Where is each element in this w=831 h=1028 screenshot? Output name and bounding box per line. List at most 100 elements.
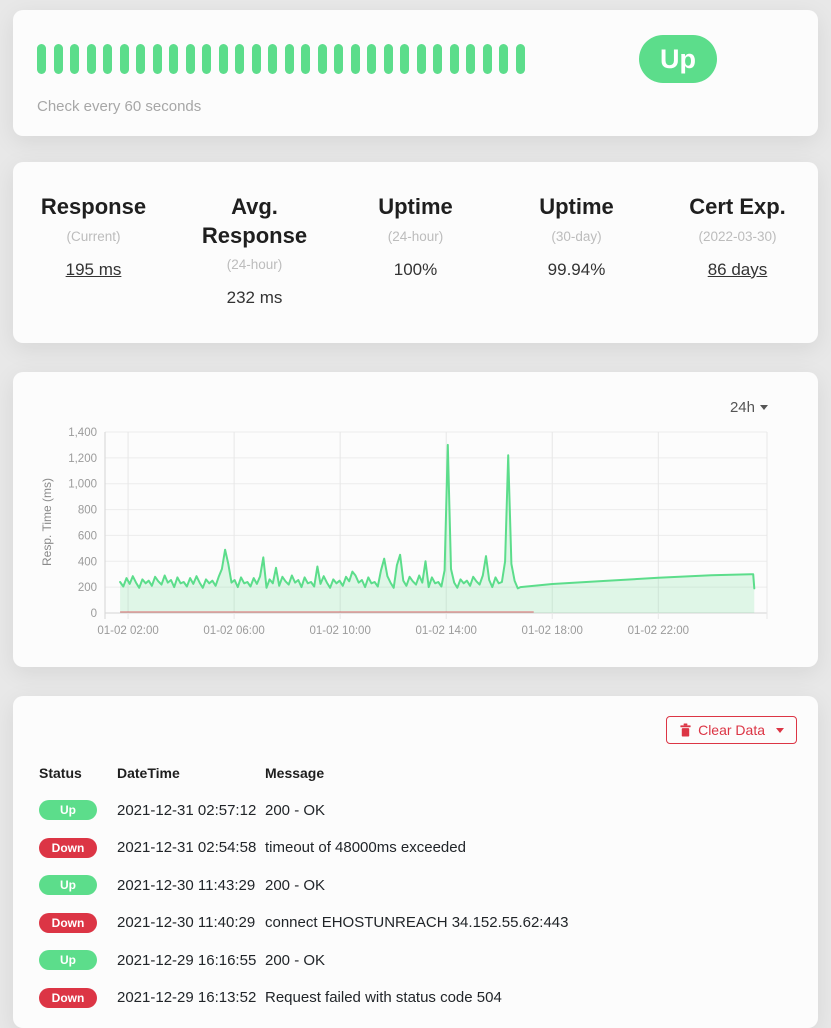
heartbeat-bar xyxy=(350,44,360,74)
event-datetime: 2021-12-30 11:40:29 xyxy=(117,914,256,932)
event-row: Up 2021-12-29 16:16:55 200 - OK xyxy=(39,942,792,980)
dropdown-caret-icon xyxy=(760,405,768,410)
status-badge: Up xyxy=(39,950,97,971)
events-card: Clear Data Status DateTime Message Up 202… xyxy=(13,696,818,1028)
y-tick-label: 600 xyxy=(78,530,97,542)
caret-down-icon xyxy=(776,727,784,733)
stat-avg-response: Avg. Response (24-hour) 232 ms xyxy=(174,193,335,343)
event-row: Up 2021-12-31 02:57:12 200 - OK xyxy=(39,792,792,830)
y-tick-label: 1,000 xyxy=(68,479,97,491)
event-message: Request failed with status code 504 xyxy=(265,989,502,1007)
heartbeat-bar xyxy=(400,44,409,74)
heartbeat-bar xyxy=(284,44,294,74)
stat-subtitle: (30-day) xyxy=(551,228,602,244)
heartbeat-bar xyxy=(202,44,211,74)
heartbeat-bar xyxy=(367,44,376,74)
event-datetime: 2021-12-31 02:57:12 xyxy=(117,801,257,819)
heartbeat-bar xyxy=(235,44,244,74)
stat-value: 86 days xyxy=(707,259,768,279)
event-message: 200 - OK xyxy=(265,876,326,894)
heartbeat-bar xyxy=(482,44,492,74)
y-tick-label: 0 xyxy=(91,608,97,620)
heartbeat-bar-list xyxy=(37,44,525,74)
status-badge: Up xyxy=(39,875,97,896)
heartbeat-bar xyxy=(334,44,343,74)
stat-value: 232 ms xyxy=(226,288,283,308)
heartbeat-bar xyxy=(301,44,310,74)
status-badge: Down xyxy=(39,912,97,933)
heartbeat-bar xyxy=(53,44,63,74)
heartbeat-bar xyxy=(136,44,145,74)
y-tick-label: 1,200 xyxy=(68,453,97,465)
stat-title: Cert Exp. xyxy=(689,194,786,219)
stat-subtitle: (24-hour) xyxy=(226,257,283,273)
event-rows: Up 2021-12-31 02:57:12 200 - OK Down 2021-12… xyxy=(39,792,792,1017)
column-header-status: Status xyxy=(39,764,82,781)
event-row: Down 2021-12-30 11:40:29 connect EHOSTUNRE… xyxy=(39,904,792,942)
column-header-message: Message xyxy=(265,764,325,781)
stat-cert-exp-: Cert Exp. (2022-03-30) 86 days xyxy=(657,193,818,343)
response-area-fill xyxy=(120,444,755,613)
stat-subtitle: (24-hour) xyxy=(387,228,444,244)
status-badge: Down xyxy=(39,987,97,1008)
event-message: connect EHOSTUNREACH 34.152.55.62:443 xyxy=(265,914,569,932)
event-row: Down 2021-12-29 16:13:52 Request failed wi… xyxy=(39,979,792,1017)
event-row: Up 2021-12-30 11:43:29 200 - OK xyxy=(39,867,792,905)
heartbeat-bar xyxy=(119,44,129,74)
x-tick-label: 01-02 22:00 xyxy=(628,625,689,637)
stat-subtitle: (2022-03-30) xyxy=(698,228,777,244)
x-tick-label: 01-02 14:00 xyxy=(416,625,477,637)
heartbeat-bar xyxy=(218,44,228,74)
stat-title: Avg. Response xyxy=(201,194,308,248)
y-tick-label: 1,400 xyxy=(68,427,97,439)
event-message: 200 - OK xyxy=(265,951,326,969)
stat-value: 99.94% xyxy=(547,259,606,279)
x-tick-label: 01-02 02:00 xyxy=(97,625,158,637)
heartbeat-bar xyxy=(433,44,442,74)
events-table: Status DateTime Message Up 2021-12-31 02:… xyxy=(39,754,792,1017)
response-time-chart: 0 200 400 600 800 1,000 1,200 1,400 01-02 02:00 0… xyxy=(40,427,768,637)
chart-card: 0 200 400 600 800 1,000 1,200 1,400 01-02 02:00 0… xyxy=(13,372,818,667)
stat-uptime: Uptime (24-hour) 100% xyxy=(335,193,496,343)
stat-title: Uptime xyxy=(378,194,453,219)
monitor-card: Up Check every 60 seconds xyxy=(13,10,818,136)
heartbeat-bar xyxy=(70,44,79,74)
heartbeat-bar xyxy=(169,44,178,74)
stat-subtitle: (Current) xyxy=(66,228,121,244)
stat-uptime: Uptime (30-day) 99.94% xyxy=(496,193,657,343)
heartbeat-bar xyxy=(449,44,459,74)
heartbeat-bar xyxy=(317,44,327,74)
heartbeat-bar xyxy=(416,44,426,74)
y-tick-label: 800 xyxy=(78,505,97,517)
heartbeat-bar xyxy=(152,44,162,74)
y-tick-label: 400 xyxy=(78,556,97,568)
heartbeat-bar xyxy=(37,44,46,74)
event-datetime: 2021-12-29 16:13:52 xyxy=(117,989,257,1007)
clear-data-button[interactable]: Clear Data xyxy=(666,716,797,744)
events-table-header: Status DateTime Message xyxy=(39,754,792,792)
x-tick-label: 01-02 10:00 xyxy=(309,625,370,637)
trash-icon xyxy=(680,723,691,737)
heartbeat-bar xyxy=(251,44,261,74)
heartbeat-bar xyxy=(185,44,195,74)
event-message: timeout of 48000ms exceeded xyxy=(265,839,466,857)
heartbeat-bar xyxy=(499,44,508,74)
stat-value: 100% xyxy=(393,259,438,279)
check-interval-text: Check every 60 seconds xyxy=(37,98,202,115)
chart-period-select[interactable]: 24h xyxy=(730,399,768,416)
heartbeat-bar xyxy=(515,44,525,74)
event-row: Down 2021-12-31 02:54:58 timeout of 48000m… xyxy=(39,829,792,867)
stat-value: 195 ms xyxy=(65,259,122,279)
status-badge: Up xyxy=(39,800,97,821)
event-datetime: 2021-12-29 16:16:55 xyxy=(117,951,257,969)
clear-data-label: Clear Data xyxy=(698,722,765,738)
heartbeat-bar xyxy=(86,44,96,74)
x-tick-label: 01-02 06:00 xyxy=(203,625,264,637)
y-tick-label: 200 xyxy=(78,582,97,594)
stat-title: Uptime xyxy=(539,194,614,219)
stat-title: Response xyxy=(40,194,147,219)
event-datetime: 2021-12-31 02:54:58 xyxy=(117,839,257,857)
status-badge: Up xyxy=(639,35,717,83)
heartbeat-bar xyxy=(383,44,393,74)
